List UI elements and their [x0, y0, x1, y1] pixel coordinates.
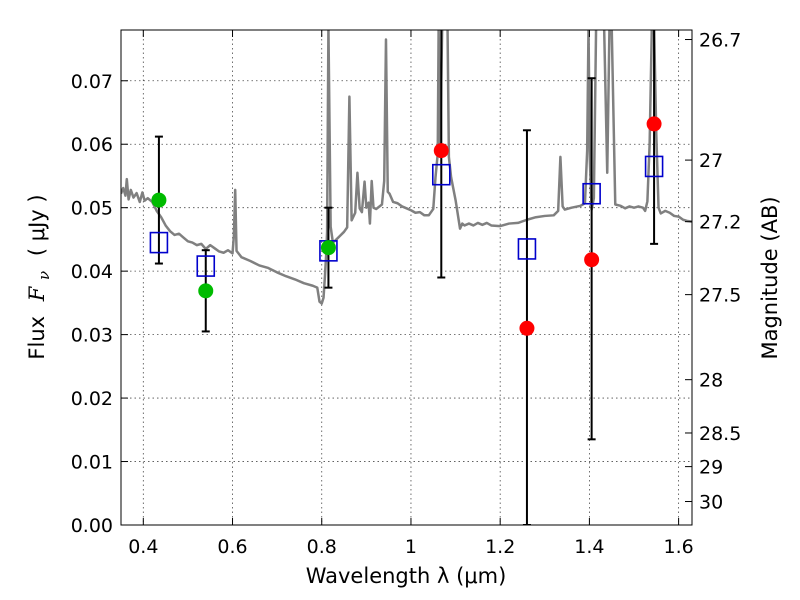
x-tick-label: 1.6 [664, 536, 694, 558]
plot-area [121, 30, 692, 525]
observed-flux-point [584, 252, 600, 268]
model-flux-square [431, 163, 451, 186]
x-tick-label: 1.2 [485, 536, 515, 558]
magnitude-tick-label: 29 [699, 457, 723, 479]
y-axis: 0.00 0.01 0.02 0.03 0.04 0.05 0.06 0.07 [71, 71, 128, 537]
observed-flux-point [646, 116, 662, 132]
magnitude-tick-label: 28 [699, 370, 723, 392]
y-tick-label: 0.02 [71, 388, 113, 410]
observed-flux-point [433, 143, 449, 159]
magnitude-tick-label: 26.7 [699, 30, 741, 52]
y-tick-label: 0.05 [71, 198, 113, 220]
y-tick-label: 0.07 [71, 71, 113, 93]
y-axis-label-text: Flux [25, 316, 49, 360]
x-tick-label: 0.8 [307, 536, 337, 558]
plot-content [121, 30, 692, 525]
x-tick-label: 1 [405, 536, 417, 558]
y-axis-label: Flux F ν ( μJy ) [25, 194, 54, 359]
magnitude-tick-label: 28.5 [699, 423, 741, 445]
observed-flux-point [519, 320, 535, 336]
magnitude-axis-label: Magnitude (AB) [758, 196, 782, 359]
observed-flux-point [320, 240, 336, 256]
y-tick-label: 0.00 [71, 515, 113, 537]
x-axis-label: Wavelength λ (μm) [306, 564, 507, 588]
y-tick-label: 0.06 [71, 134, 113, 156]
y-tick-label: 0.03 [71, 325, 113, 347]
svg-text:Flux F ν ( μ: Flux F ν ( μJy ) [25, 194, 54, 359]
data-marks [149, 30, 664, 525]
model-flux-square [517, 238, 537, 260]
model-flux-square [582, 182, 601, 205]
observed-flux-point [198, 283, 214, 299]
plot-frame [120, 29, 693, 526]
magnitude-tick-label: 27.2 [699, 212, 741, 234]
magnitude-tick-label: 30 [699, 492, 723, 514]
y-axis-label-symbol: F [25, 285, 49, 302]
x-tick-label: 0.6 [217, 536, 247, 558]
x-tick-label: 0.4 [128, 536, 158, 558]
magnitude-axis: 26.7 27 27.2 27.5 28 28.5 29 30 [685, 30, 741, 514]
model-flux-square [196, 255, 216, 277]
y-tick-label: 0.04 [71, 261, 113, 283]
y-axis-label-unit: ( μJy ) [25, 194, 49, 256]
x-tick-label: 1.4 [574, 536, 604, 558]
observed-flux-point [151, 192, 167, 208]
model-flux-square [644, 155, 664, 178]
x-axis: 0.4 0.6 0.8 1 1.2 1.4 1.6 [128, 30, 694, 558]
magnitude-tick-label: 27 [699, 150, 723, 172]
magnitude-tick-label: 27.5 [699, 285, 741, 307]
y-tick-label: 0.01 [71, 452, 113, 474]
y-axis-label-subscript: ν [35, 271, 53, 280]
spectrum-line [121, 30, 692, 305]
model-flux-square [149, 231, 169, 254]
grid [121, 30, 692, 525]
